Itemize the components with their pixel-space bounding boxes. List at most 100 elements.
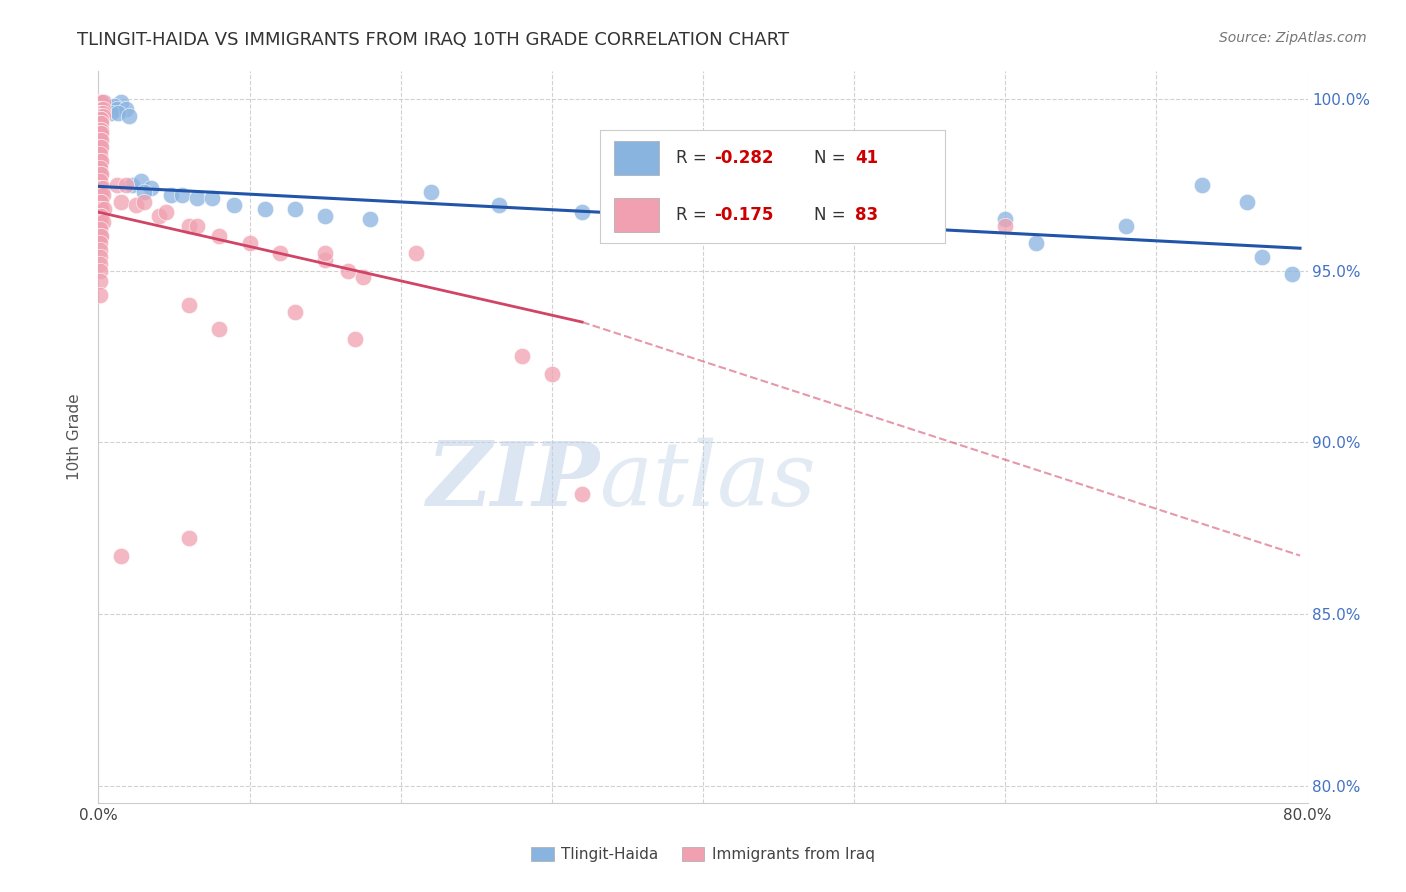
Point xyxy=(89,229,111,244)
Point xyxy=(284,202,307,216)
Point xyxy=(89,235,111,250)
Point xyxy=(510,350,533,364)
Point xyxy=(90,181,112,195)
Point xyxy=(571,205,593,219)
Point xyxy=(89,181,111,195)
Point xyxy=(90,229,112,244)
Point xyxy=(89,250,111,264)
Point xyxy=(89,122,111,136)
Point xyxy=(90,140,112,154)
Point xyxy=(90,109,112,123)
Point xyxy=(118,109,141,123)
Point xyxy=(155,205,177,219)
Text: Source: ZipAtlas.com: Source: ZipAtlas.com xyxy=(1219,31,1367,45)
Point xyxy=(208,229,231,244)
Point xyxy=(994,212,1017,227)
Point xyxy=(89,263,111,277)
Text: ZIP: ZIP xyxy=(427,438,600,524)
Point xyxy=(1024,235,1046,250)
Point xyxy=(208,322,231,336)
Point xyxy=(141,181,163,195)
Point xyxy=(89,167,111,181)
Point xyxy=(89,146,111,161)
Point xyxy=(160,188,183,202)
Point xyxy=(148,209,170,223)
Point xyxy=(90,126,112,140)
Point xyxy=(284,304,307,318)
Point xyxy=(89,274,111,288)
Point xyxy=(336,263,359,277)
Point xyxy=(96,98,118,112)
Point xyxy=(90,167,112,181)
Point xyxy=(89,287,111,301)
Point xyxy=(89,215,111,229)
Point xyxy=(314,246,336,260)
Point xyxy=(91,181,114,195)
Point xyxy=(90,202,112,216)
Point xyxy=(89,161,111,175)
Point xyxy=(676,205,699,219)
Point xyxy=(129,174,152,188)
Point xyxy=(89,102,111,116)
Point xyxy=(352,270,374,285)
Point xyxy=(90,95,112,110)
Point xyxy=(186,219,208,233)
Point xyxy=(89,257,111,271)
Point xyxy=(100,105,122,120)
Point xyxy=(170,188,193,202)
Point xyxy=(90,102,112,116)
Point xyxy=(90,209,112,223)
Point xyxy=(121,178,143,192)
Point xyxy=(420,185,443,199)
Point xyxy=(179,219,201,233)
Point xyxy=(91,105,114,120)
Point xyxy=(90,112,112,127)
Point xyxy=(110,194,132,209)
Point xyxy=(201,191,224,205)
Point xyxy=(89,109,111,123)
Point xyxy=(89,174,111,188)
Point xyxy=(114,178,136,192)
Point xyxy=(125,198,148,212)
Point xyxy=(89,222,111,236)
Point xyxy=(314,253,336,268)
Point xyxy=(89,188,111,202)
Text: atlas: atlas xyxy=(600,438,815,524)
Point xyxy=(103,98,125,112)
Point xyxy=(269,246,291,260)
Point xyxy=(90,95,112,110)
Point xyxy=(360,212,382,227)
Point xyxy=(89,105,111,120)
Point xyxy=(94,102,117,116)
Point xyxy=(91,109,114,123)
Point xyxy=(344,332,367,346)
Point xyxy=(89,153,111,168)
Point xyxy=(179,532,201,546)
Point xyxy=(89,112,111,127)
Point xyxy=(314,209,336,223)
Point xyxy=(93,202,115,216)
Point xyxy=(100,102,122,116)
Point xyxy=(105,178,128,192)
Point xyxy=(89,102,111,116)
Point xyxy=(994,219,1017,233)
Point xyxy=(91,102,114,116)
Point xyxy=(89,126,111,140)
Point xyxy=(110,549,132,563)
Point xyxy=(89,116,111,130)
Point xyxy=(90,133,112,147)
Point xyxy=(90,116,112,130)
Point xyxy=(114,102,136,116)
Point xyxy=(1191,178,1213,192)
Point xyxy=(90,188,112,202)
Point xyxy=(239,235,262,250)
Point xyxy=(179,298,201,312)
Point xyxy=(89,209,111,223)
Point xyxy=(783,219,806,233)
Y-axis label: 10th Grade: 10th Grade xyxy=(67,393,83,481)
Legend: Tlingit-Haida, Immigrants from Iraq: Tlingit-Haida, Immigrants from Iraq xyxy=(524,841,882,868)
Point xyxy=(107,105,129,120)
Point xyxy=(132,185,155,199)
Point xyxy=(89,202,111,216)
Point xyxy=(889,215,911,229)
